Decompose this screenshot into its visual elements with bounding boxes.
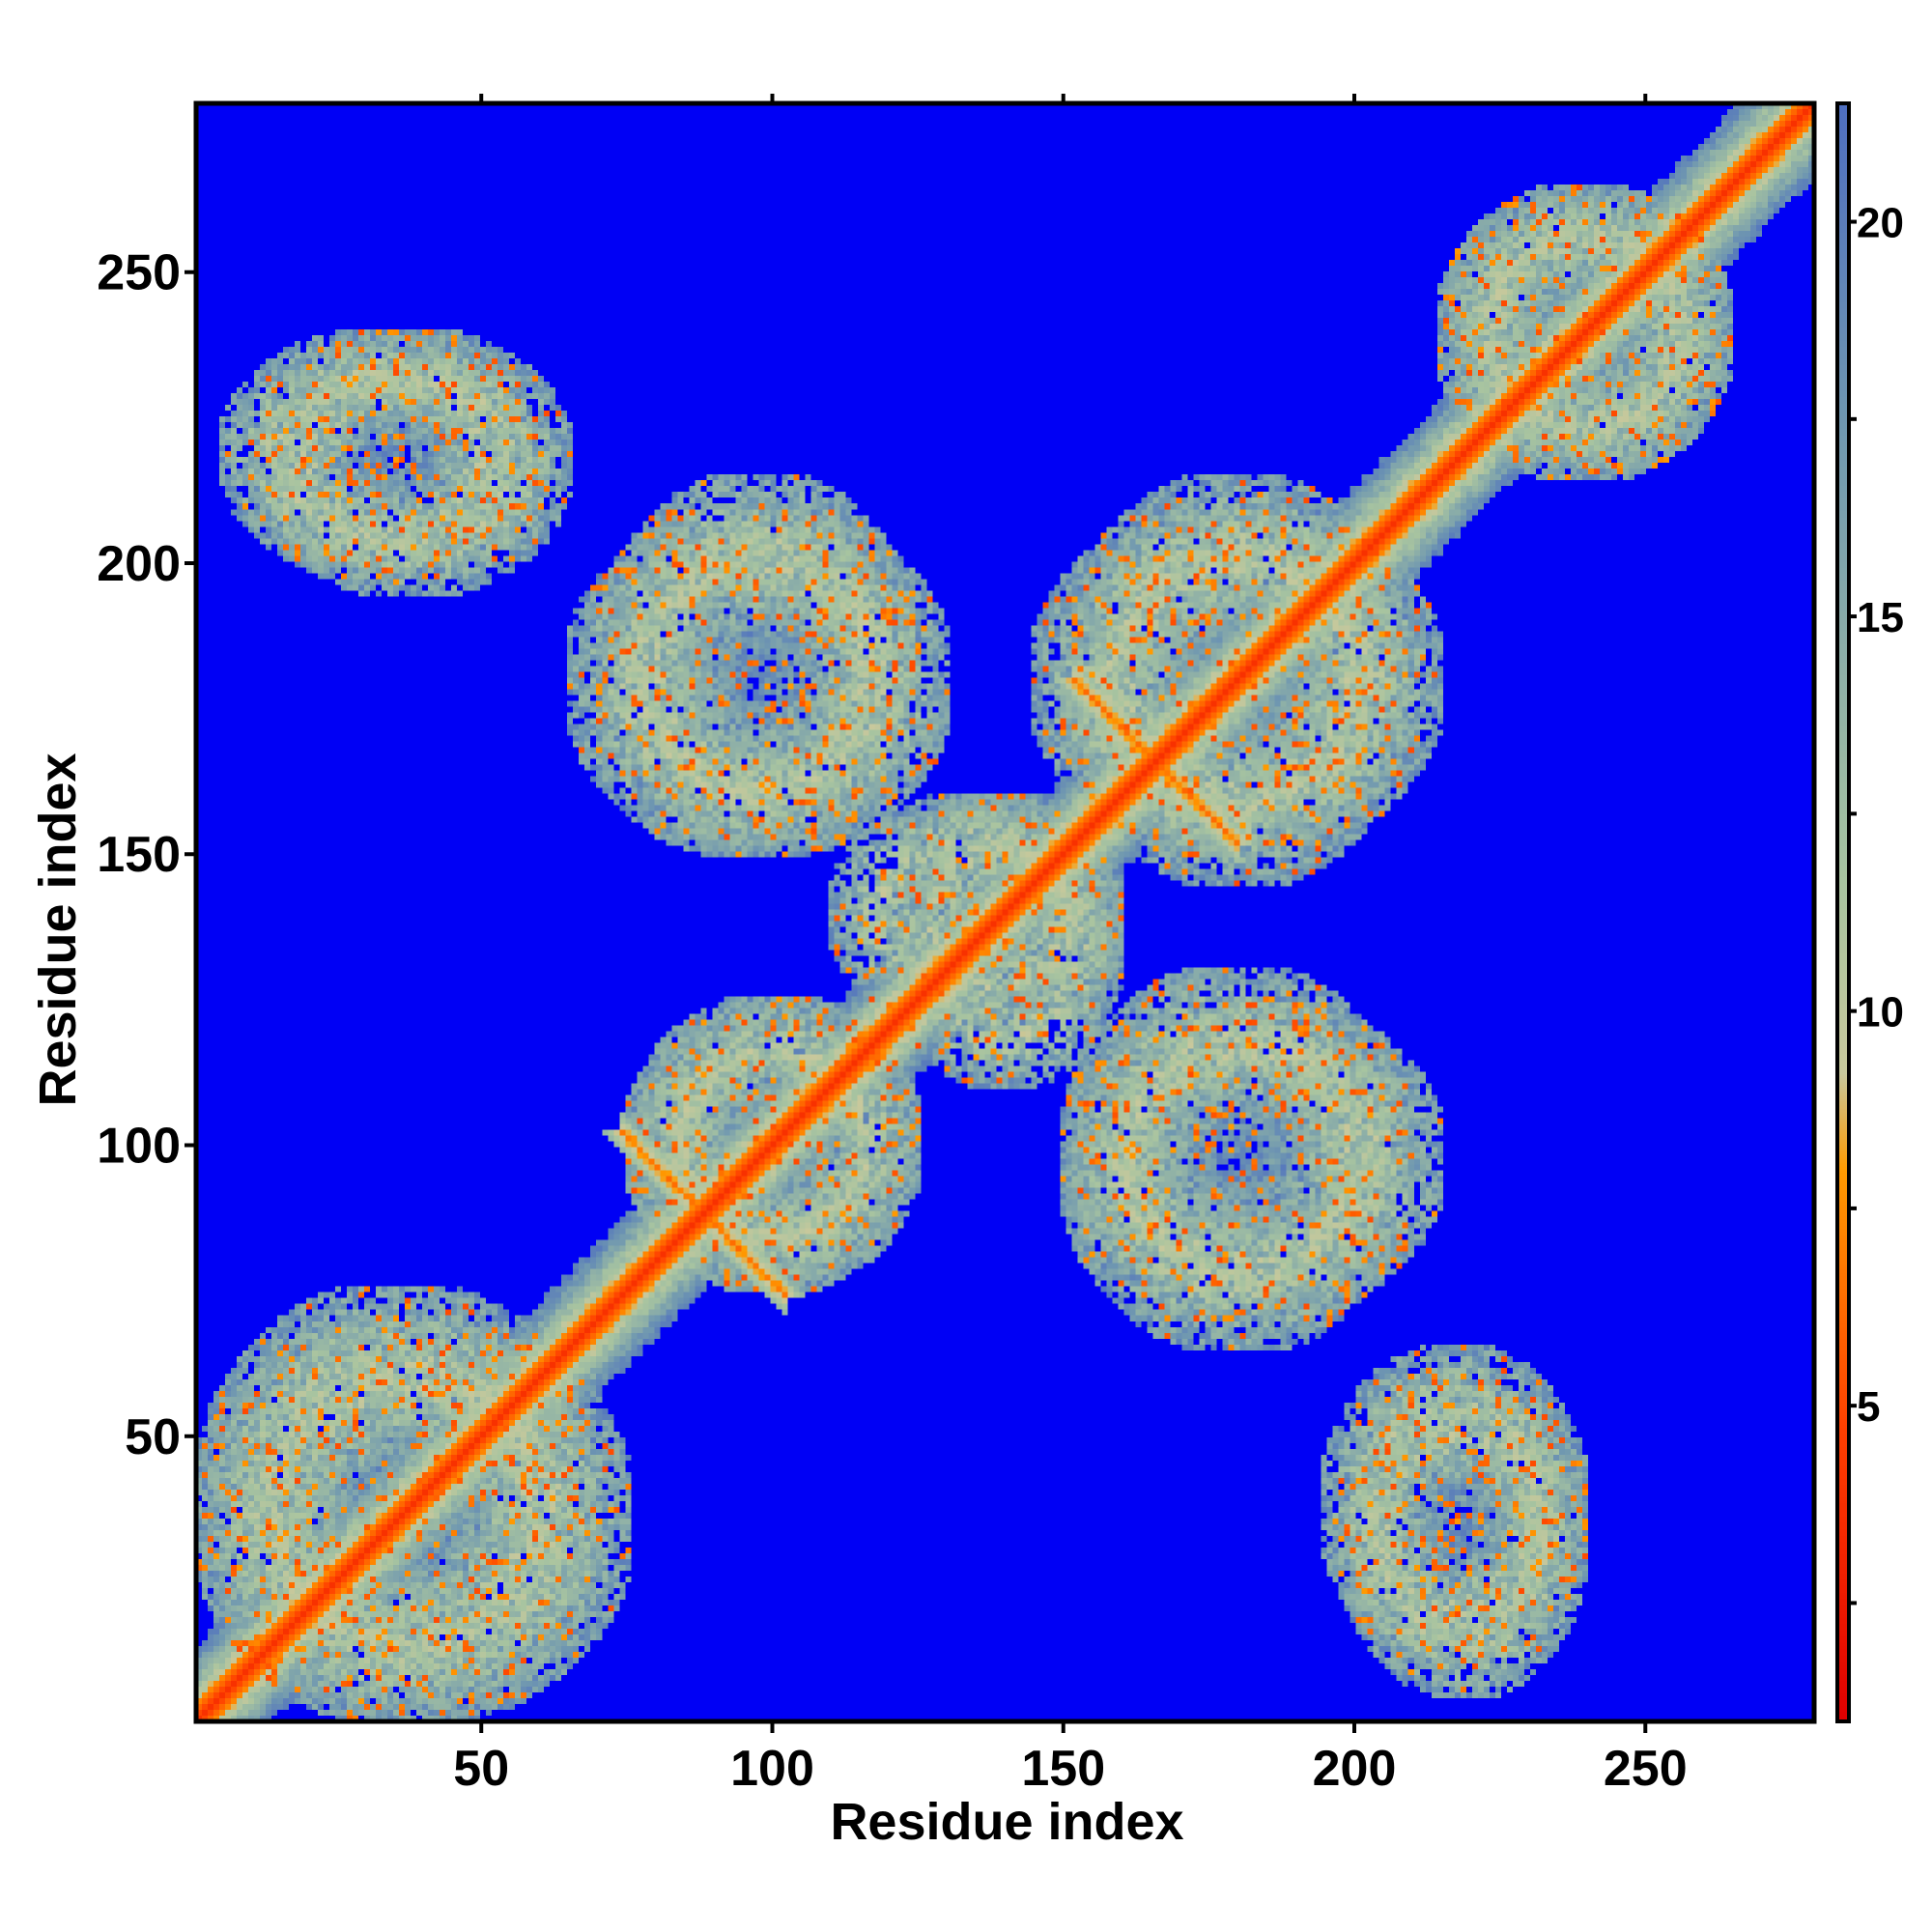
x-axis-label: Residue index bbox=[830, 1793, 1183, 1851]
colorbar-gradient bbox=[1837, 103, 1849, 1721]
x-axis: 50 100 150 200 250 bbox=[453, 1721, 1688, 1797]
y-tick-label: 200 bbox=[97, 536, 181, 592]
x-tick-label: 200 bbox=[1313, 1741, 1397, 1797]
y-tick-label: 250 bbox=[97, 245, 181, 301]
x-tick-label: 50 bbox=[453, 1741, 509, 1797]
colorbar-tick-label: 5 bbox=[1857, 1383, 1880, 1431]
y-axis: 50 100 150 200 250 bbox=[97, 245, 196, 1465]
x-tick-label: 250 bbox=[1604, 1741, 1688, 1797]
colorbar-frame bbox=[1835, 101, 1851, 1723]
colorbar-tick-label: 10 bbox=[1857, 989, 1904, 1037]
y-axis-label: Residue index bbox=[29, 753, 87, 1106]
plot-frame bbox=[193, 100, 1817, 1724]
x-tick-label: 150 bbox=[1021, 1741, 1105, 1797]
colorbar-ticks: 5 10 15 20 bbox=[1849, 200, 1904, 1605]
x-tick-label: 100 bbox=[730, 1741, 814, 1797]
y-tick-label: 100 bbox=[97, 1119, 181, 1175]
colorbar-tick-label: 15 bbox=[1857, 594, 1904, 641]
y-tick-label: 50 bbox=[125, 1409, 181, 1465]
plot-area bbox=[193, 100, 1817, 1724]
colorbar: 5 10 15 20 bbox=[1835, 101, 1904, 1723]
heatmap-cells bbox=[196, 103, 1814, 1721]
y-tick-label: 150 bbox=[97, 827, 181, 883]
x-axis-top bbox=[479, 94, 1648, 103]
colorbar-tick-label: 20 bbox=[1857, 200, 1904, 247]
